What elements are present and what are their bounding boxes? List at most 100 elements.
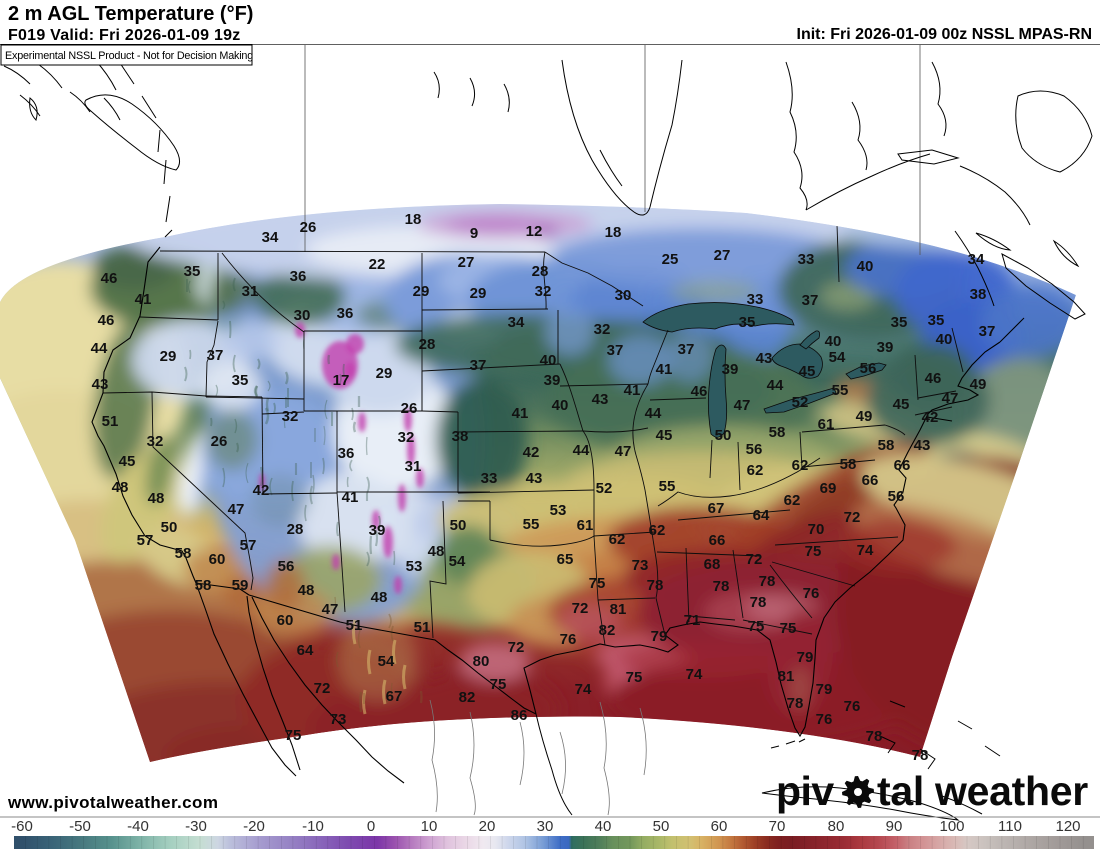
- svg-text:75: 75: [805, 543, 822, 560]
- svg-text:45: 45: [799, 363, 816, 380]
- svg-text:47: 47: [734, 397, 751, 414]
- svg-text:62: 62: [792, 457, 809, 474]
- svg-text:32: 32: [535, 283, 552, 300]
- svg-text:45: 45: [119, 453, 136, 470]
- svg-text:-30: -30: [185, 818, 207, 835]
- svg-text:50: 50: [450, 517, 467, 534]
- svg-text:80: 80: [828, 818, 845, 835]
- svg-text:27: 27: [458, 254, 475, 271]
- svg-text:piv: piv: [776, 768, 834, 814]
- svg-text:78: 78: [647, 577, 664, 594]
- svg-text:40: 40: [595, 818, 612, 835]
- svg-text:48: 48: [112, 479, 129, 496]
- svg-text:31: 31: [242, 283, 259, 300]
- svg-text:45: 45: [893, 396, 910, 413]
- svg-text:-10: -10: [302, 818, 324, 835]
- svg-text:43: 43: [756, 350, 773, 367]
- svg-text:35: 35: [928, 312, 945, 329]
- svg-text:53: 53: [406, 558, 423, 575]
- svg-text:58: 58: [840, 456, 857, 473]
- svg-text:10: 10: [421, 818, 438, 835]
- svg-text:56: 56: [888, 488, 905, 505]
- svg-text:51: 51: [102, 413, 119, 430]
- svg-text:25: 25: [662, 251, 679, 268]
- svg-text:34: 34: [968, 251, 985, 268]
- svg-text:79: 79: [797, 649, 814, 666]
- svg-text:53: 53: [550, 502, 567, 519]
- svg-text:64: 64: [753, 507, 770, 524]
- svg-text:54: 54: [829, 349, 846, 366]
- svg-text:42: 42: [523, 444, 540, 461]
- svg-text:47: 47: [322, 601, 339, 618]
- svg-text:40: 40: [825, 333, 842, 350]
- svg-text:35: 35: [891, 314, 908, 331]
- svg-text:26: 26: [211, 433, 228, 450]
- svg-text:41: 41: [656, 361, 673, 378]
- svg-text:59: 59: [232, 577, 249, 594]
- svg-text:67: 67: [386, 688, 403, 705]
- svg-text:78: 78: [713, 578, 730, 595]
- svg-text:39: 39: [877, 339, 894, 356]
- svg-text:74: 74: [857, 542, 874, 559]
- svg-text:35: 35: [232, 372, 249, 389]
- svg-text:58: 58: [769, 424, 786, 441]
- svg-text:86: 86: [511, 707, 528, 724]
- svg-text:12: 12: [526, 223, 543, 240]
- svg-text:75: 75: [285, 727, 302, 744]
- svg-text:78: 78: [787, 695, 804, 712]
- svg-text:29: 29: [470, 285, 487, 302]
- svg-text:70: 70: [808, 521, 825, 538]
- svg-text:44: 44: [645, 405, 662, 422]
- svg-text:48: 48: [298, 582, 315, 599]
- svg-text:33: 33: [798, 251, 815, 268]
- svg-text:51: 51: [414, 619, 431, 636]
- svg-text:17: 17: [333, 372, 350, 389]
- svg-text:80: 80: [473, 653, 490, 670]
- svg-text:47: 47: [615, 443, 632, 460]
- svg-text:20: 20: [479, 818, 496, 835]
- svg-text:29: 29: [160, 348, 177, 365]
- svg-text:56: 56: [746, 441, 763, 458]
- svg-text:43: 43: [592, 391, 609, 408]
- svg-text:30: 30: [615, 287, 632, 304]
- svg-text:46: 46: [101, 270, 118, 287]
- svg-text:41: 41: [135, 291, 152, 308]
- svg-text:43: 43: [914, 437, 931, 454]
- svg-text:60: 60: [209, 551, 226, 568]
- svg-text:52: 52: [792, 394, 809, 411]
- svg-text:40: 40: [552, 397, 569, 414]
- svg-text:71: 71: [684, 612, 701, 629]
- svg-text:50: 50: [715, 427, 732, 444]
- svg-text:40: 40: [540, 352, 557, 369]
- svg-text:22: 22: [369, 256, 386, 273]
- svg-text:41: 41: [624, 382, 641, 399]
- svg-text:54: 54: [378, 653, 395, 670]
- svg-text:40: 40: [936, 331, 953, 348]
- svg-text:78: 78: [750, 594, 767, 611]
- svg-text:90: 90: [886, 818, 903, 835]
- svg-text:39: 39: [544, 372, 561, 389]
- svg-text:49: 49: [970, 376, 987, 393]
- svg-text:38: 38: [970, 286, 987, 303]
- svg-text:73: 73: [632, 557, 649, 574]
- svg-text:76: 76: [816, 711, 833, 728]
- svg-text:33: 33: [481, 470, 498, 487]
- svg-text:32: 32: [282, 408, 299, 425]
- svg-text:32: 32: [594, 321, 611, 338]
- svg-text:72: 72: [572, 600, 589, 617]
- svg-text:37: 37: [678, 341, 695, 358]
- svg-text:28: 28: [419, 336, 436, 353]
- svg-text:29: 29: [413, 283, 430, 300]
- svg-text:9: 9: [470, 225, 478, 242]
- svg-text:82: 82: [459, 689, 476, 706]
- svg-text:48: 48: [148, 490, 165, 507]
- svg-text:27: 27: [714, 247, 731, 264]
- svg-text:42: 42: [922, 409, 939, 426]
- svg-text:78: 78: [759, 573, 776, 590]
- svg-text:61: 61: [577, 517, 594, 534]
- svg-text:72: 72: [844, 509, 861, 526]
- svg-text:62: 62: [747, 462, 764, 479]
- svg-text:-20: -20: [243, 818, 265, 835]
- svg-text:81: 81: [778, 668, 795, 685]
- svg-text:36: 36: [337, 305, 354, 322]
